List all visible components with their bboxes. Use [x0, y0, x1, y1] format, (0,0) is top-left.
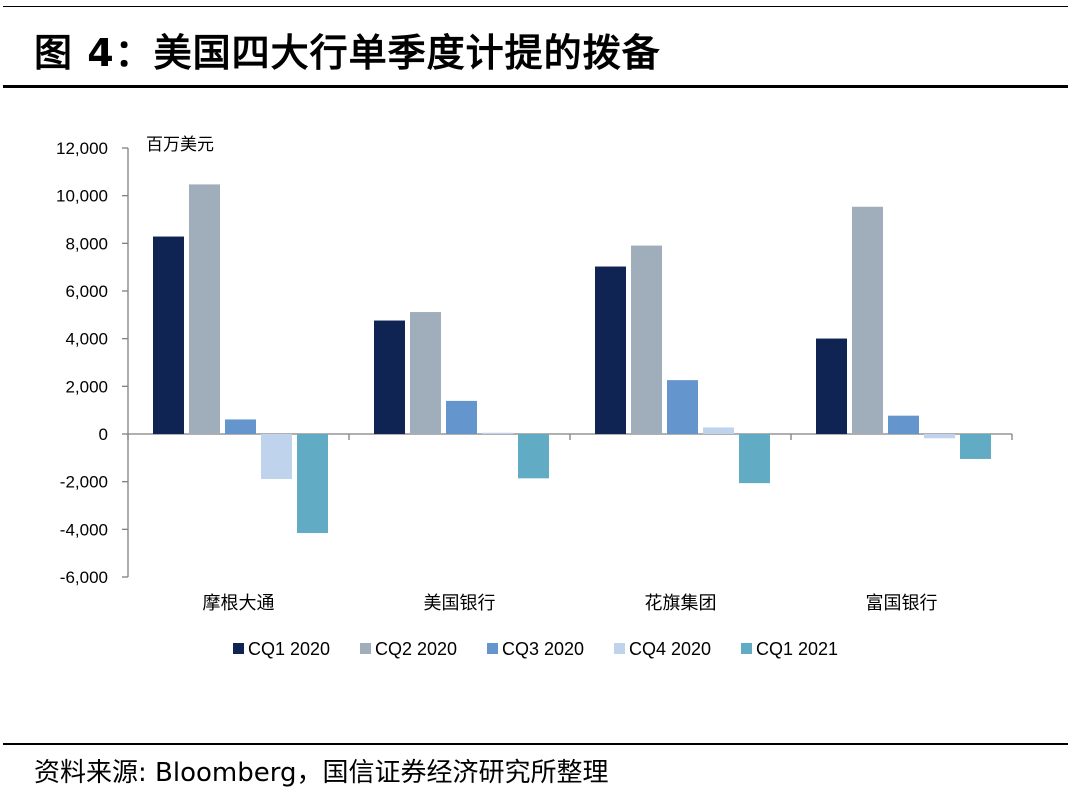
y-tick-label: 0	[99, 425, 108, 444]
bar	[153, 236, 184, 434]
bar	[297, 434, 328, 534]
y-tick-label: 6,000	[65, 282, 108, 301]
legend-swatch	[614, 643, 625, 654]
y-tick-label: -6,000	[60, 568, 108, 587]
legend-swatch	[360, 643, 371, 654]
bar	[225, 419, 256, 434]
category-label: 富国银行	[866, 593, 938, 614]
legend-swatch	[741, 643, 752, 654]
bar	[631, 245, 662, 434]
legend-label: CQ4 2020	[629, 639, 711, 659]
y-tick-label: -4,000	[60, 520, 108, 539]
bar	[739, 434, 770, 484]
y-tick-label: 12,000	[56, 139, 108, 158]
bar	[888, 415, 919, 434]
y-tick-label: 10,000	[56, 187, 108, 206]
bar	[595, 266, 626, 434]
bar	[410, 312, 441, 434]
bar	[482, 432, 513, 434]
y-tick-label: -2,000	[60, 473, 108, 492]
legend-label: CQ1 2021	[756, 639, 838, 659]
bar	[816, 338, 847, 434]
bar	[261, 434, 292, 480]
bar	[374, 320, 405, 434]
bar	[446, 400, 477, 434]
bar	[667, 380, 698, 434]
legend-label: CQ1 2020	[248, 639, 330, 659]
source-note: 资料来源: Bloomberg，国信证券经济研究所整理	[34, 758, 609, 788]
bar	[518, 434, 549, 479]
category-label: 摩根大通	[203, 593, 275, 614]
legend-label: CQ2 2020	[375, 639, 457, 659]
legend-swatch	[233, 643, 244, 654]
legend-label: CQ3 2020	[502, 639, 584, 659]
bar	[189, 184, 220, 434]
category-label: 花旗集团	[645, 593, 717, 614]
legend-swatch	[487, 643, 498, 654]
category-label: 美国银行	[424, 593, 496, 614]
figure-title: 图 4：美国四大行单季度计提的拨备	[34, 31, 661, 75]
bar	[960, 434, 991, 459]
bar-chart: -6,000 -4,000 -2,000 0 2,000 4,000 6,000 8,000 1…	[56, 135, 1013, 659]
top-rule	[3, 6, 1068, 7]
title-rule	[3, 85, 1068, 88]
bar	[924, 434, 955, 439]
bottom-rule	[3, 743, 1068, 745]
bar	[852, 206, 883, 434]
y-tick-label: 4,000	[65, 330, 108, 349]
y-tick-label: 2,000	[65, 377, 108, 396]
y-tick-label: 8,000	[65, 234, 108, 253]
bar	[703, 427, 734, 434]
y-unit-label: 百万美元	[146, 135, 214, 155]
